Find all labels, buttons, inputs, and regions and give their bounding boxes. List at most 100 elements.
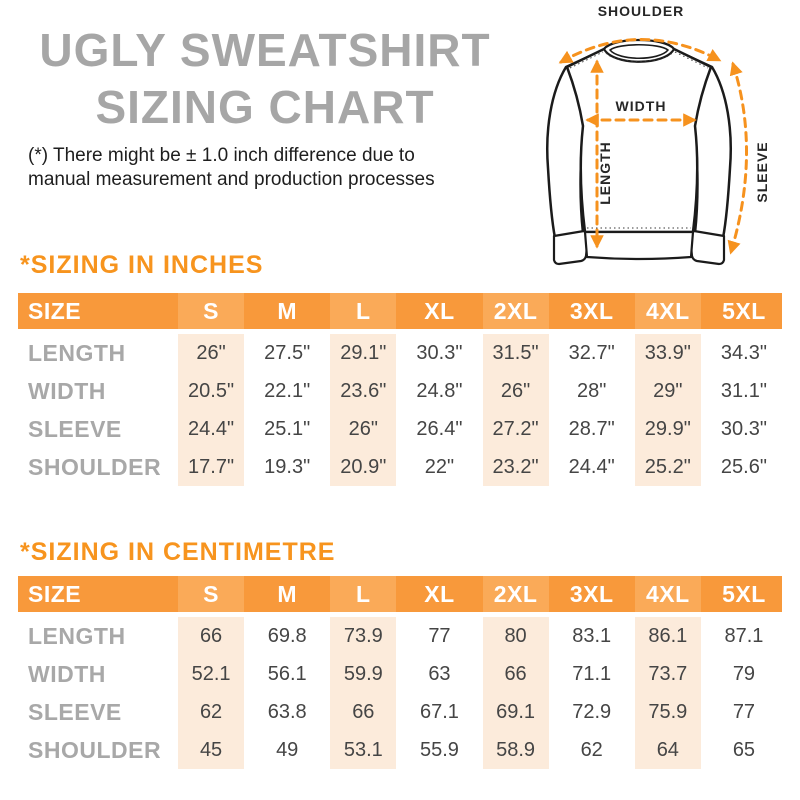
size-cell: 65 — [732, 738, 756, 761]
size-cell: 69.8 — [267, 624, 307, 647]
size-cell: 17.7" — [173, 448, 249, 486]
row-label-length: LENGTH — [28, 339, 126, 366]
size-cell: 87.1 — [724, 624, 764, 647]
disclaimer-line-2: manual measurement and production proces… — [28, 169, 435, 190]
column-header-4xl: 4XL — [630, 576, 706, 612]
size-cell: 62 — [580, 738, 603, 761]
size-cell: 24.4" — [173, 410, 249, 448]
sweatshirt-outline — [546, 38, 732, 266]
size-cell: 53.1 — [325, 731, 401, 769]
page-title-line-2: SIZING CHART — [95, 81, 435, 133]
size-cell: 66 — [173, 617, 249, 655]
size-cell: 79 — [732, 662, 756, 685]
size-cell: 77 — [428, 624, 451, 647]
size-cell: 72.9 — [572, 700, 612, 723]
sizing-table-centimetre: SIZE S M L XL 2XL 3XL 4XL 5XL LENGTH 66 69.8 73.9 77… — [18, 576, 782, 769]
disclaimer-line-1: (*) There might be ± 1.0 inch difference… — [28, 145, 415, 166]
size-cell: 63.8 — [267, 700, 307, 723]
size-cell: 86.1 — [630, 617, 706, 655]
size-cell: 22" — [424, 455, 455, 478]
page-title-line-1: UGLY SWEATSHIRT — [39, 24, 491, 76]
size-cell: 56.1 — [267, 662, 307, 685]
column-header-m: M — [277, 297, 298, 324]
size-cell: 26" — [478, 372, 554, 410]
shoulder-arrow — [558, 38, 722, 64]
size-cell: 25.6" — [720, 455, 767, 478]
column-header-size: SIZE — [28, 580, 82, 607]
body-panel — [565, 47, 713, 234]
sizing-table-inches: SIZE S M L XL 2XL 3XL 4XL 5XL LENGTH 26" 27.5" 29.1… — [18, 293, 782, 486]
row-label-shoulder: SHOULDER — [28, 453, 162, 480]
size-cell: 19.3" — [264, 455, 311, 478]
size-cell: 64 — [630, 731, 706, 769]
table-header-row: SIZE S M L XL 2XL 3XL 4XL 5XL — [18, 293, 782, 329]
size-cell: 20.9" — [325, 448, 401, 486]
size-cell: 66 — [325, 693, 401, 731]
size-cell: 58.9 — [478, 731, 554, 769]
size-cell: 26" — [325, 410, 401, 448]
column-header-3xl: 3XL — [569, 297, 614, 324]
size-cell: 28" — [577, 379, 607, 402]
waistband — [583, 230, 695, 261]
size-cell: 23.6" — [325, 372, 401, 410]
sweatshirt-measurement-diagram: SHOULDER WIDTH LENGTH SLEEVE — [546, 3, 770, 266]
size-cell: 31.1" — [720, 379, 767, 402]
size-cell: 24.8" — [416, 379, 463, 402]
inches-section-heading: *SIZING IN INCHES — [20, 251, 264, 279]
table-body: LENGTH 66 69.8 73.9 77 80 83.1 86.1 87.1 WIDTH 52.… — [18, 617, 782, 769]
sleeve-arrow — [727, 61, 748, 255]
row-label-width: WIDTH — [28, 377, 106, 404]
column-header-m: M — [277, 580, 298, 607]
title-block: UGLY SWEATSHIRT SIZING CHART (*) There m… — [0, 22, 530, 192]
column-header-l: L — [325, 576, 401, 612]
size-cell: 22.1" — [264, 379, 311, 402]
size-cell: 59.9 — [325, 655, 401, 693]
size-cell: 33.9" — [630, 334, 706, 372]
measurement-arrows — [558, 38, 748, 255]
size-cell: 32.7" — [568, 341, 615, 364]
column-header-s: S — [173, 293, 249, 329]
size-cell: 67.1 — [419, 700, 459, 723]
size-cell: 55.9 — [419, 738, 459, 761]
column-header-l: L — [325, 293, 401, 329]
disclaimer-text: (*) There might be ± 1.0 inch difference… — [0, 144, 530, 192]
size-cell: 29.9" — [630, 410, 706, 448]
size-cell: 24.4" — [568, 455, 615, 478]
size-cell: 77 — [732, 700, 756, 723]
size-cell: 66 — [478, 655, 554, 693]
row-label-shoulder: SHOULDER — [28, 736, 162, 763]
diagram-label-shoulder: SHOULDER — [598, 3, 685, 19]
size-cell: 26.4" — [416, 417, 463, 440]
size-cell: 20.5" — [173, 372, 249, 410]
size-cell: 69.1 — [478, 693, 554, 731]
size-cell: 34.3" — [720, 341, 767, 364]
size-cell: 75.9 — [630, 693, 706, 731]
size-cell: 83.1 — [572, 624, 612, 647]
size-cell: 49 — [276, 738, 299, 761]
size-cell: 80 — [478, 617, 554, 655]
right-cuff — [688, 229, 726, 266]
row-label-sleeve: SLEEVE — [28, 698, 122, 725]
size-cell: 25.1" — [264, 417, 311, 440]
size-cell: 28.7" — [568, 417, 615, 440]
column-header-5xl: 5XL — [722, 580, 766, 607]
row-label-sleeve: SLEEVE — [28, 415, 122, 442]
diagram-label-width: WIDTH — [616, 98, 667, 114]
size-cell: 25.2" — [630, 448, 706, 486]
column-header-xl: XL — [424, 580, 455, 607]
size-cell: 73.9 — [325, 617, 401, 655]
size-cell: 29.1" — [325, 334, 401, 372]
size-cell: 71.1 — [572, 662, 612, 685]
table-header-row: SIZE S M L XL 2XL 3XL 4XL 5XL — [18, 576, 782, 612]
size-cell: 52.1 — [173, 655, 249, 693]
centimetre-section-heading: *SIZING IN CENTIMETRE — [20, 538, 336, 566]
column-header-xl: XL — [424, 297, 455, 324]
column-header-3xl: 3XL — [569, 580, 614, 607]
size-cell: 27.2" — [478, 410, 554, 448]
table-body: LENGTH 26" 27.5" 29.1" 30.3" 31.5" 32.7" 33.9" 3… — [18, 334, 782, 486]
diagram-label-sleeve: SLEEVE — [754, 141, 770, 202]
left-cuff — [552, 229, 590, 266]
size-cell: 27.5" — [264, 341, 311, 364]
column-header-5xl: 5XL — [722, 297, 766, 324]
column-header-2xl: 2XL — [478, 293, 554, 329]
